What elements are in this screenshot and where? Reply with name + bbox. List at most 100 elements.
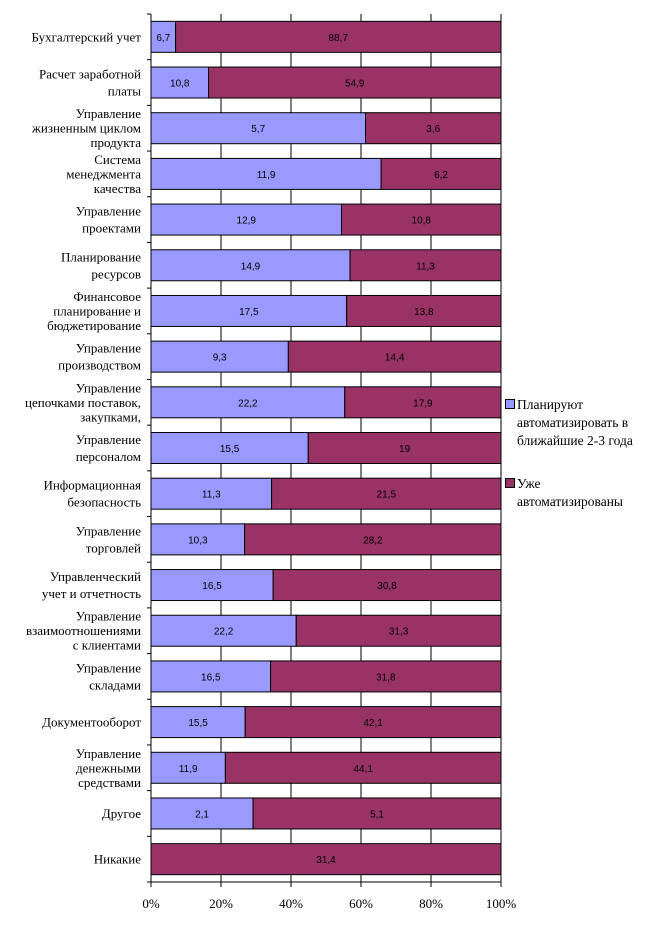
data-label: 88,7 (329, 33, 349, 44)
data-label: 11,9 (257, 170, 276, 181)
bar-segment (208, 66, 502, 99)
data-label: 11,3 (202, 490, 221, 501)
bar-segment (150, 797, 254, 830)
bar-segment (150, 843, 502, 876)
category-label: Управление (76, 106, 141, 121)
data-label: 22,2 (214, 627, 234, 638)
bar-segment (150, 477, 273, 510)
category-label: складами (89, 677, 141, 692)
category-label: с клиентами (73, 638, 141, 653)
bar-segment (287, 340, 502, 373)
data-label: 5,7 (251, 124, 265, 135)
data-label: 6,7 (156, 33, 170, 44)
bar-segment (380, 157, 502, 190)
category-label: Бухгалтерский учет (31, 29, 141, 44)
x-tick-label: 40% (279, 896, 303, 911)
bar-segment (307, 432, 502, 464)
data-label: 11,3 (416, 261, 435, 272)
bar-segment (150, 523, 246, 556)
x-tick-label: 100% (486, 896, 517, 911)
category-label: бюджетирование (47, 318, 141, 333)
category-label: платы (108, 84, 142, 99)
category-label: Управление (76, 523, 141, 538)
category-label: Управленческий (50, 569, 141, 584)
legend-item-automated: Уже автоматизированы (505, 475, 665, 511)
category-label: Управление (76, 660, 141, 675)
bar-segment (341, 203, 502, 236)
bar-segment (346, 294, 502, 327)
data-label: 12,9 (237, 216, 257, 227)
legend-label-planned: Планируют (517, 397, 584, 412)
data-label: 31,3 (389, 627, 409, 638)
bar-segment (270, 660, 502, 693)
category-label: Другое (102, 806, 141, 821)
bar-segment (150, 66, 210, 99)
category-label: ресурсов (91, 266, 141, 281)
category-label: безопасность (67, 495, 141, 510)
bar-segment (295, 614, 502, 647)
bar-segment (150, 20, 177, 53)
category-label: продукта (91, 135, 142, 150)
category-label: Финансовое (73, 289, 141, 304)
category-label: проектами (82, 221, 141, 236)
data-label: 17,9 (413, 398, 433, 409)
bar-segment (150, 203, 343, 236)
data-label: 11,9 (179, 764, 198, 775)
legend-label-planned-2: автоматизировать в (517, 415, 629, 430)
category-label: средствами (78, 775, 141, 790)
data-label: 14,4 (385, 353, 405, 364)
x-tick-label: 20% (209, 896, 233, 911)
legend-swatch-automated (505, 478, 515, 488)
data-label: 54,9 (345, 79, 365, 90)
x-tick-label: 60% (349, 896, 373, 911)
data-label: 5,1 (370, 809, 384, 820)
bar-segment (244, 523, 502, 556)
category-label: персоналом (76, 449, 141, 464)
category-label: Управление (76, 380, 141, 395)
data-label: 10,8 (170, 79, 190, 90)
data-label: 44,1 (353, 764, 373, 775)
category-label: Управление (76, 746, 141, 761)
data-label: 30,8 (377, 581, 397, 592)
data-label: 9,3 (213, 353, 227, 364)
bar-segment (224, 751, 502, 784)
legend-label-planned-3: ближайшие 2-3 года (517, 433, 633, 448)
data-label: 15,5 (220, 444, 240, 455)
category-label: денежными (76, 760, 141, 775)
bar-segment (175, 20, 502, 53)
data-label: 10,8 (412, 216, 432, 227)
category-label: жизненным циклом (31, 121, 141, 136)
category-label: взаимоотношениями (26, 623, 141, 638)
category-label: Планирование (61, 249, 141, 264)
data-label: 17,5 (239, 307, 259, 318)
category-label: Управление (76, 609, 141, 624)
x-tick-label: 80% (419, 896, 443, 911)
category-label: качества (94, 181, 141, 196)
legend-label-automated-2: автоматизированы (517, 494, 624, 509)
bar-segment (365, 112, 502, 145)
bar-segment (252, 797, 502, 830)
category-label: учет и отчетность (42, 586, 141, 601)
category-label: цепочками поставок, (25, 395, 141, 410)
data-label: 16,5 (202, 581, 222, 592)
category-label: Расчет заработной (39, 67, 141, 82)
data-label: 15,5 (188, 718, 208, 729)
bar-segment (150, 249, 351, 282)
data-label: 31,4 (316, 855, 336, 866)
bar-segment (150, 340, 289, 373)
category-label: производством (58, 358, 141, 373)
bar-segment (150, 614, 297, 647)
legend-label-automated: Уже (517, 476, 541, 491)
data-label: 28,2 (363, 535, 383, 546)
category-label: закупками, (80, 409, 141, 424)
category-label: планирование и (53, 303, 141, 318)
bar-segment (271, 477, 502, 510)
data-label: 2,1 (195, 809, 209, 820)
data-label: 42,1 (363, 718, 383, 729)
data-label: 13,8 (414, 307, 434, 318)
bar-segment (150, 157, 382, 190)
data-label: 16,5 (201, 672, 221, 683)
category-label: торговлей (86, 540, 141, 555)
category-label: менеджмента (66, 166, 141, 181)
